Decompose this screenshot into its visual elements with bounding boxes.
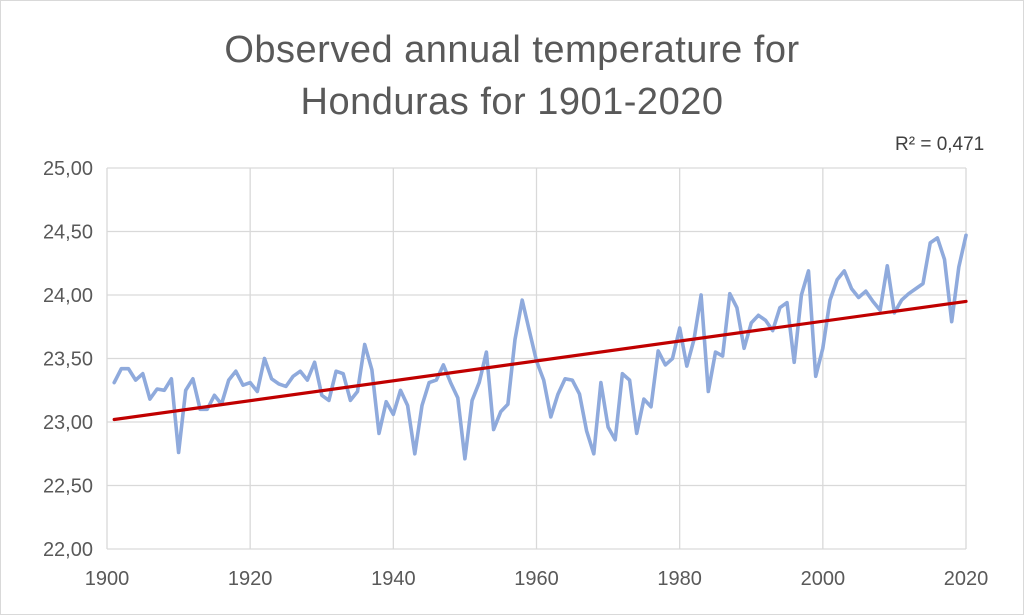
r-squared-label: R² = 0,471 — [895, 134, 985, 155]
x-tick-label: 1980 — [657, 568, 702, 590]
y-tick-label: 23,50 — [43, 349, 93, 371]
y-tick-label: 24,00 — [43, 285, 93, 307]
x-tick-label: 1940 — [371, 568, 416, 590]
y-tick-label: 24,50 — [43, 222, 93, 244]
y-tick-label: 23,00 — [43, 412, 93, 434]
chart-title-line-2: Honduras for 1901-2020 — [300, 81, 724, 123]
chart-title-line-1: Observed annual temperature for — [224, 29, 800, 71]
x-axis-ticks: 1900 1920 1940 1960 1980 2000 2020 — [85, 568, 989, 590]
gridlines — [106, 167, 967, 550]
y-axis-ticks: 22,00 22,50 23,00 23,50 24,00 24,50 25,00 — [43, 158, 93, 561]
chart-title: Observed annual temperature for Honduras… — [0, 24, 1024, 128]
y-tick-label: 25,00 — [43, 158, 93, 180]
x-tick-label: 1900 — [85, 568, 130, 590]
series-lines — [112, 233, 968, 461]
temperature-series-line — [112, 233, 968, 461]
x-tick-label: 1960 — [514, 568, 559, 590]
x-tick-label: 1920 — [228, 568, 273, 590]
y-tick-label: 22,00 — [43, 539, 93, 561]
trend-line — [112, 299, 968, 422]
x-tick-label: 2000 — [801, 568, 846, 590]
y-tick-label: 22,50 — [43, 476, 93, 498]
x-tick-label: 2020 — [944, 568, 989, 590]
